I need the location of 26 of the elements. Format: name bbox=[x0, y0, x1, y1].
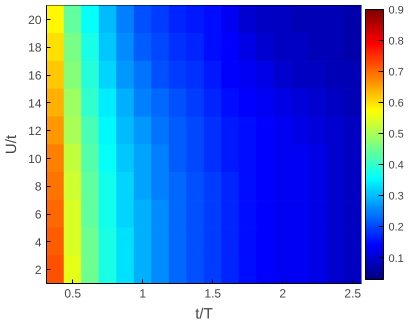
x-tick-label: 2.5 bbox=[344, 286, 362, 300]
color-bar-label: 0.9 bbox=[388, 4, 404, 16]
color-bar-label: 0.2 bbox=[388, 222, 404, 234]
y-tick-label: 12 bbox=[28, 124, 42, 138]
x-tick-label: 1 bbox=[139, 286, 146, 300]
x-tick-label: 1.5 bbox=[204, 286, 222, 300]
color-bar-label: 0.1 bbox=[388, 252, 404, 265]
y-tick-label: 14 bbox=[28, 96, 42, 110]
x-tick-label: 2 bbox=[279, 286, 286, 300]
y-tick-label: 6 bbox=[34, 208, 42, 222]
y-tick-label: 4 bbox=[34, 235, 42, 250]
y-tick-label: 16 bbox=[28, 68, 42, 82]
color-bar-label: 0.3 bbox=[388, 190, 404, 203]
color-bar-label: 0.5 bbox=[388, 128, 404, 141]
y-tick-label: 20 bbox=[28, 12, 42, 27]
x-tick-label: 0.5 bbox=[64, 286, 82, 300]
x-axis-title: t/T bbox=[195, 306, 213, 322]
color-bar-label: 0.4 bbox=[388, 160, 404, 172]
y-tick-label: 18 bbox=[28, 40, 42, 55]
y-tick-label: 8 bbox=[34, 180, 42, 194]
y-tick-label: 10 bbox=[28, 152, 42, 166]
y-tick-label: 2 bbox=[34, 263, 42, 278]
color-bar-label: 0.6 bbox=[388, 98, 404, 110]
color-bar-label: 0.7 bbox=[388, 66, 404, 79]
y-axis-title: U/t bbox=[3, 134, 20, 154]
color-bar-label: 0.8 bbox=[388, 36, 404, 48]
